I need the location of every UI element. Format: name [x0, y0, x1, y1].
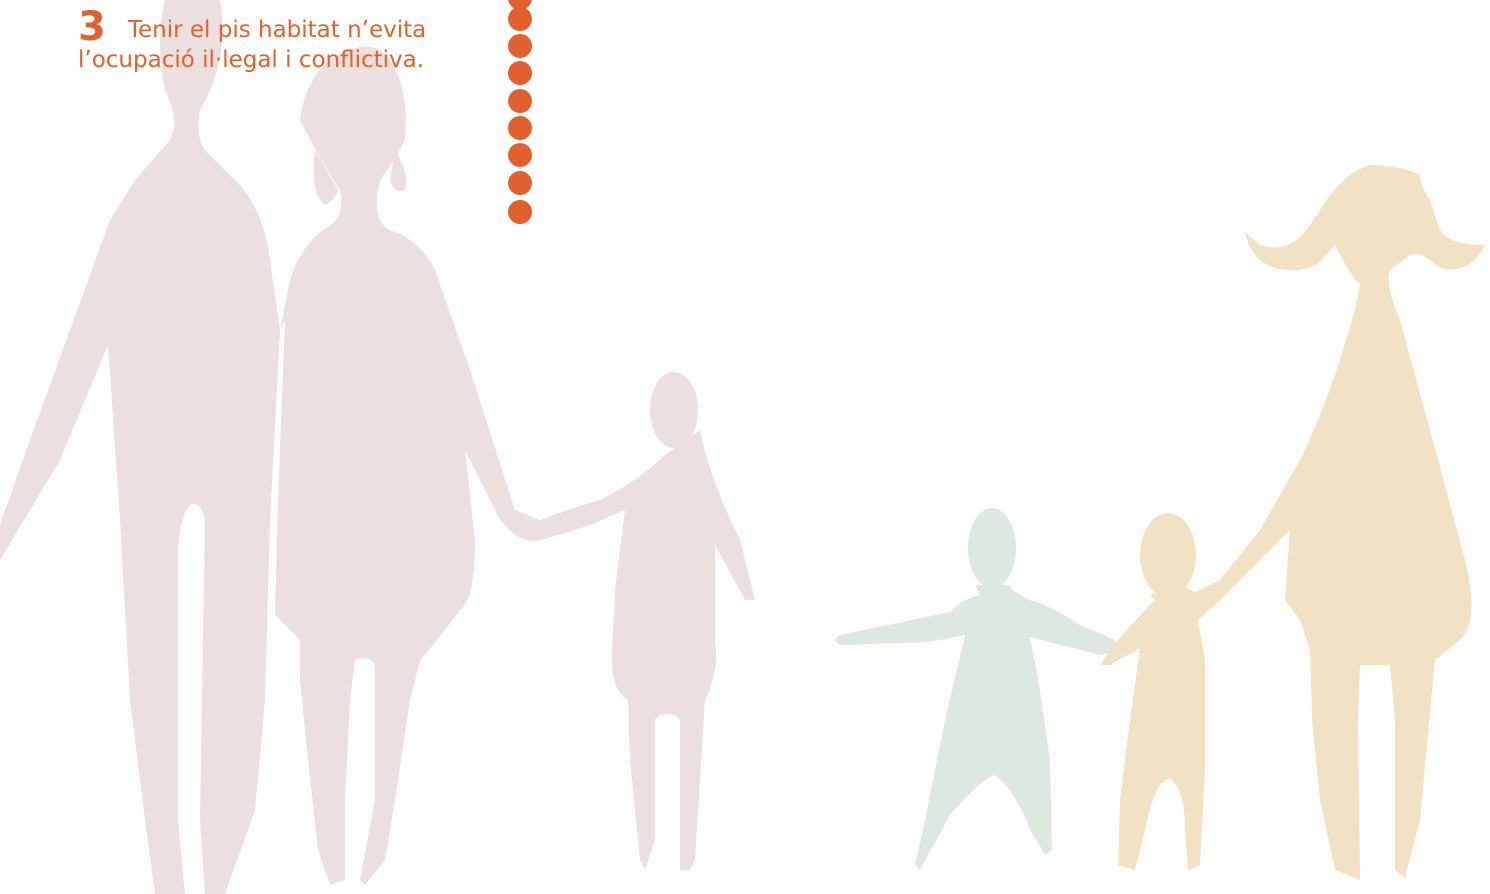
- dot: [508, 61, 532, 85]
- body: [835, 585, 1120, 870]
- family-left: [0, 0, 755, 894]
- dot-column: [508, 0, 532, 224]
- dot: [508, 34, 532, 58]
- illustration: [0, 0, 1490, 894]
- page: 3Tenir el pis habitat n’evita l’ocupació…: [0, 0, 1490, 894]
- dot: [508, 89, 532, 113]
- child-green: [835, 508, 1120, 870]
- dot: [508, 7, 532, 31]
- item-number: 3: [78, 4, 106, 50]
- child-head: [650, 372, 698, 448]
- dot: [508, 171, 532, 195]
- family-right: [1100, 165, 1485, 880]
- caption-text: l’ocupació il·legal i conflictiva.: [78, 45, 426, 75]
- child-head: [1140, 513, 1196, 597]
- man-silhouette: [0, 0, 280, 894]
- caption-text: Tenir el pis habitat n’evita: [128, 17, 426, 43]
- dot: [508, 200, 532, 224]
- dot: [508, 116, 532, 140]
- dot: [508, 143, 532, 167]
- head: [968, 508, 1016, 588]
